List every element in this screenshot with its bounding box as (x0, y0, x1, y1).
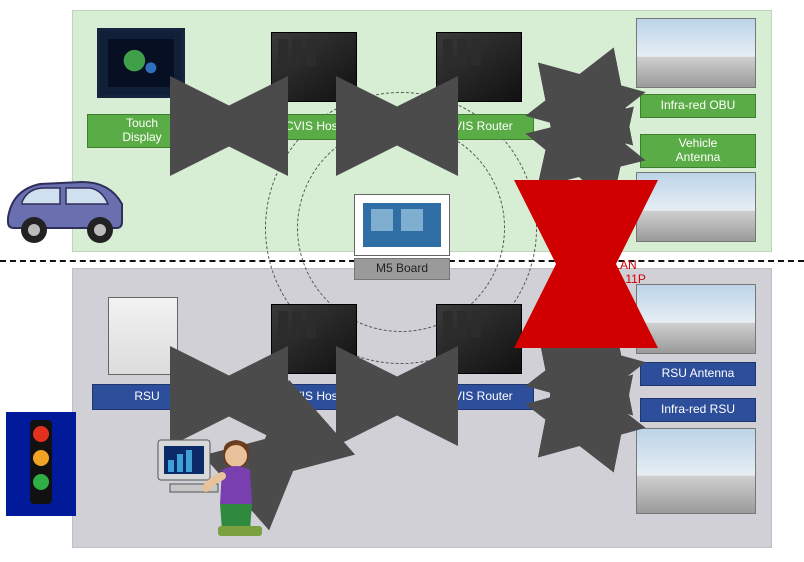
minivan-icon (0, 148, 130, 258)
operator-icon (150, 426, 270, 546)
arrow-router-irrsu (545, 408, 626, 424)
arrows-layer (0, 0, 804, 562)
arrow-router-obu (545, 96, 626, 112)
traffic-light-icon (6, 412, 76, 516)
arrow-router-rsuant (545, 366, 626, 382)
arrow-router-antenna (545, 138, 626, 156)
